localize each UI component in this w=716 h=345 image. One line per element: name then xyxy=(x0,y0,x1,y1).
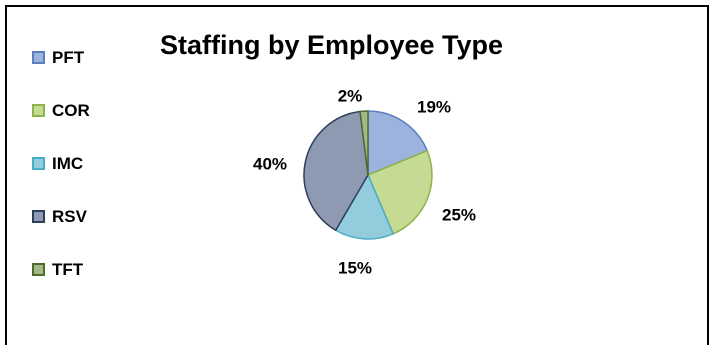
legend-item-rsv: RSV xyxy=(32,207,152,227)
pie-data-labels: 19% 25% 15% 40% 2% xyxy=(253,86,476,277)
data-label-rsv: 40% xyxy=(253,154,287,173)
data-label-cor: 25% xyxy=(442,205,476,224)
legend-label-pft: PFT xyxy=(52,48,85,67)
legend-item-imc: IMC xyxy=(32,154,152,174)
pie-slice-imc xyxy=(334,174,394,240)
chart-title: Staffing by Employee Type xyxy=(160,30,504,60)
legend-swatch-tft xyxy=(32,263,45,276)
pie-slices xyxy=(303,110,433,240)
data-label-imc: 15% xyxy=(338,258,372,277)
pie-slice-cor xyxy=(367,149,433,235)
data-label-pft: 19% xyxy=(417,97,451,116)
legend-item-cor: COR xyxy=(32,101,152,121)
pie-slice-rsv xyxy=(303,110,369,232)
legend-label-rsv: RSV xyxy=(52,207,87,226)
legend-label-tft: TFT xyxy=(52,260,84,279)
legend-swatch-pft xyxy=(32,51,45,64)
legend-label-imc: IMC xyxy=(52,154,84,173)
data-label-tft: 2% xyxy=(338,86,363,105)
legend-item-pft: PFT xyxy=(32,48,152,68)
pie-slice-tft xyxy=(359,110,369,176)
legend-swatch-cor xyxy=(32,104,45,117)
legend-swatch-imc xyxy=(32,157,45,170)
legend-item-tft: TFT xyxy=(32,260,152,280)
legend-label-cor: COR xyxy=(52,101,90,120)
pie-slice-pft xyxy=(367,110,428,176)
legend-swatch-rsv xyxy=(32,210,45,223)
